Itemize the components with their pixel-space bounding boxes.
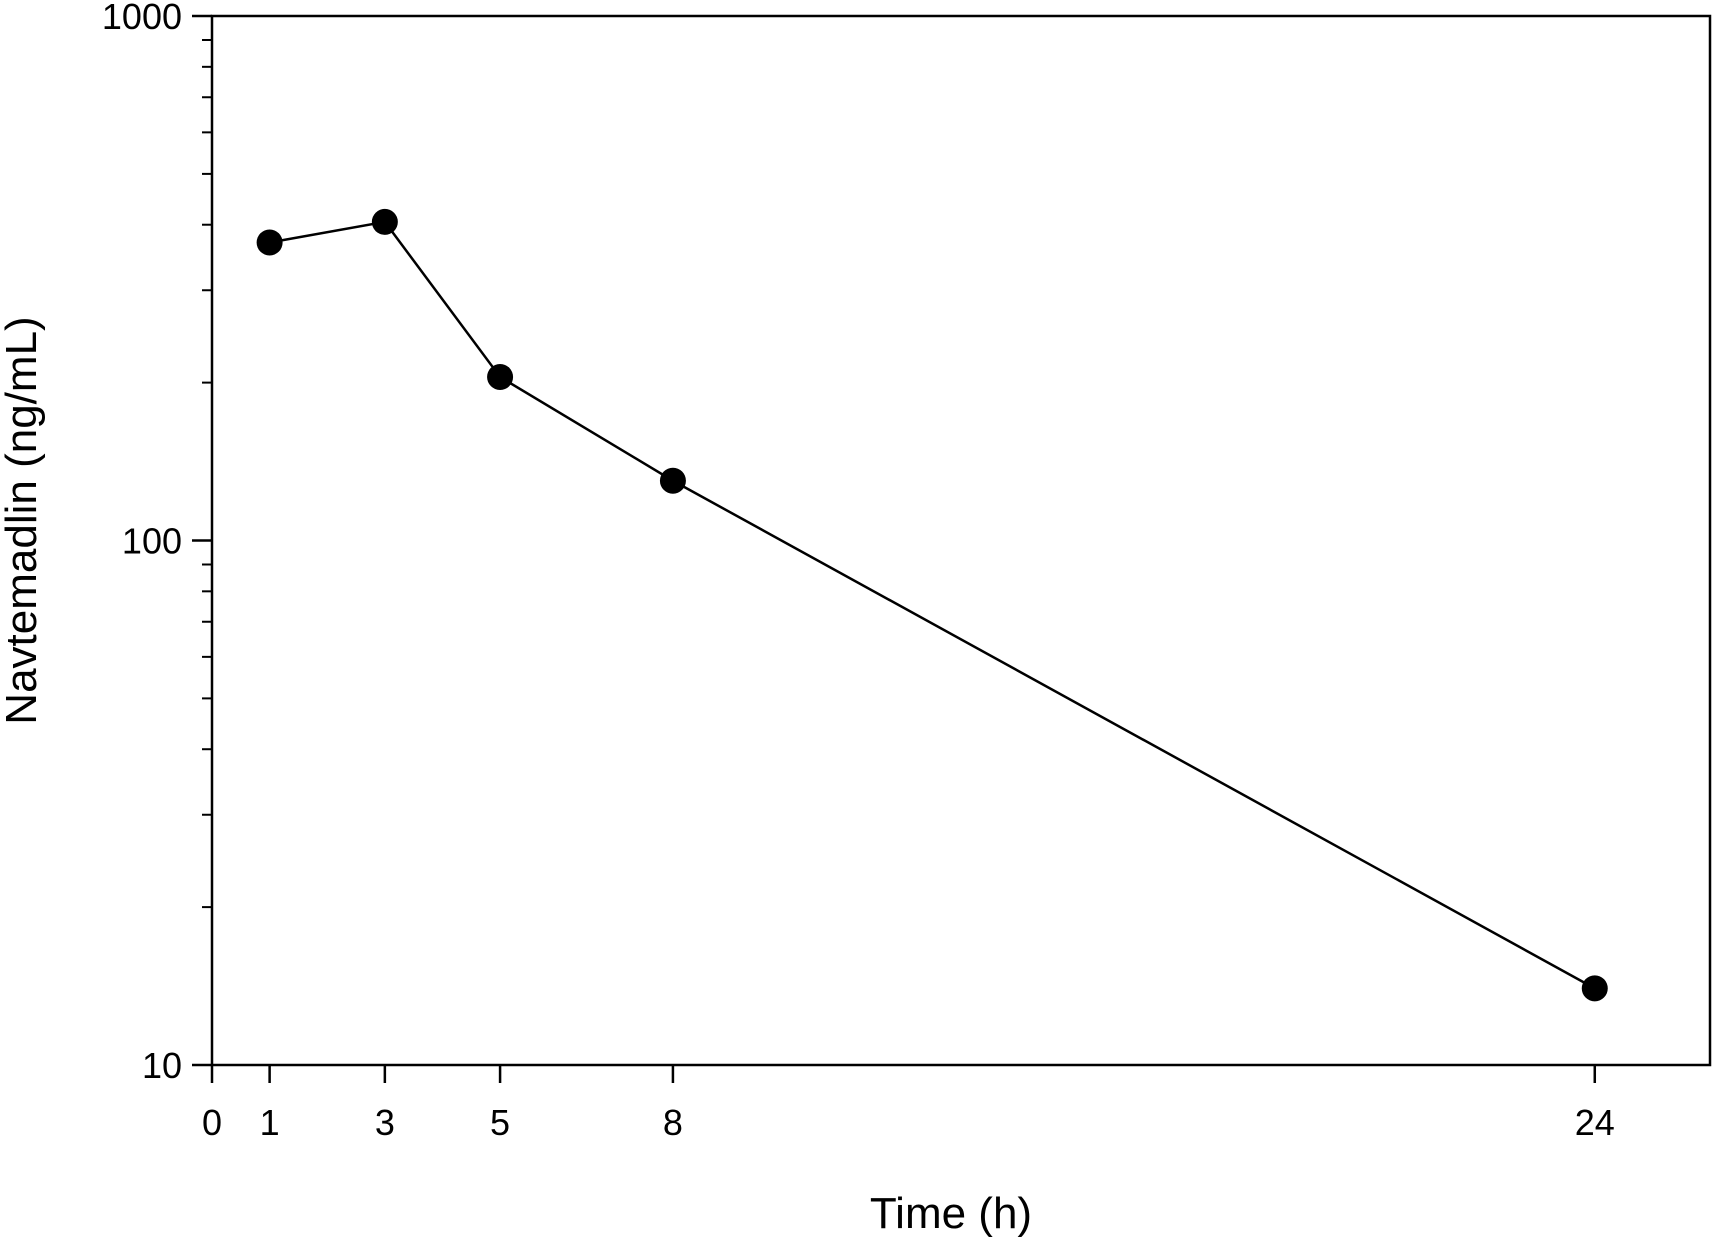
x-tick-label: 1 [260,1102,280,1143]
data-point [659,467,686,494]
x-tick-label: 24 [1575,1102,1615,1143]
y-axis-title: Navtemadlin (ng/mL) [0,316,46,724]
x-tick-label: 8 [663,1102,683,1143]
series-group [256,208,1608,1002]
y-axis-ticks: 10 100 1000 [102,0,212,1086]
x-axis-ticks: 0 1 3 5 8 24 [202,1065,1615,1143]
data-point [1581,975,1608,1002]
y-tick-label: 1000 [102,0,182,37]
data-point [256,229,283,256]
y-tick-label: 10 [142,1045,182,1086]
data-point [487,363,514,390]
plot-frame [210,14,1712,1067]
y-tick-label: 100 [122,521,182,562]
x-axis-title: Time (h) [870,1189,1032,1238]
x-tick-label: 0 [202,1102,222,1143]
x-tick-label: 5 [490,1102,510,1143]
x-tick-label: 3 [375,1102,395,1143]
data-point [371,208,398,235]
series-line [269,220,1596,990]
